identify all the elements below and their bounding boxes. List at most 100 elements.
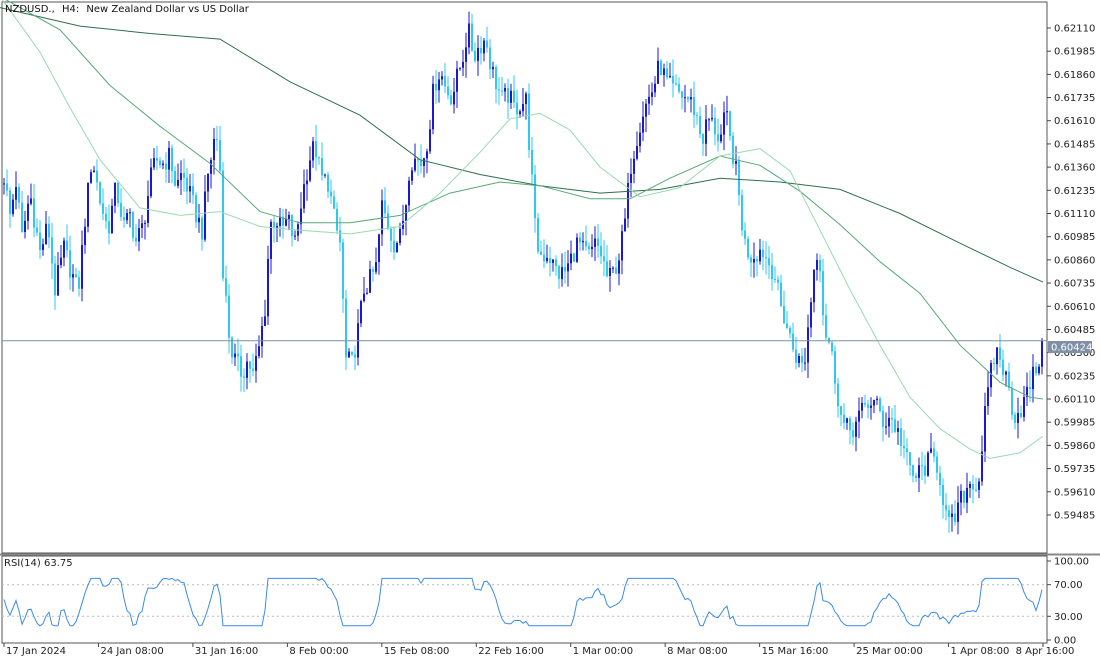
candle-body[interactable] (327, 174, 329, 192)
candle-body[interactable] (291, 214, 293, 237)
candle-body[interactable] (276, 225, 278, 229)
candle-body[interactable] (993, 363, 995, 365)
candle-body[interactable] (375, 262, 377, 272)
candle-body[interactable] (552, 259, 554, 263)
candle-body[interactable] (546, 257, 548, 262)
candle-body[interactable] (558, 266, 560, 280)
candle-body[interactable] (237, 353, 239, 357)
candle-body[interactable] (453, 91, 455, 105)
candle-body[interactable] (576, 237, 578, 262)
candle-body[interactable] (204, 191, 206, 240)
candle-body[interactable] (897, 428, 899, 432)
candle-body[interactable] (858, 410, 860, 422)
candle-body[interactable] (9, 190, 11, 214)
candle-body[interactable] (636, 146, 638, 159)
candle-body[interactable] (954, 513, 956, 522)
candle-body[interactable] (789, 327, 791, 334)
candle-body[interactable] (945, 505, 947, 511)
candle-body[interactable] (837, 383, 839, 407)
candle-body[interactable] (525, 93, 527, 105)
candle-body[interactable] (222, 170, 224, 279)
candle-body[interactable] (57, 265, 59, 296)
candle-body[interactable] (111, 205, 113, 234)
candle-body[interactable] (54, 263, 56, 296)
candle-body[interactable] (534, 174, 536, 219)
candle-body[interactable] (891, 417, 893, 420)
candle-body[interactable] (171, 147, 173, 172)
candle-body[interactable] (645, 103, 647, 117)
candle-body[interactable] (336, 208, 338, 231)
candle-body[interactable] (354, 354, 356, 358)
candle-body[interactable] (21, 202, 23, 232)
candle-body[interactable] (696, 115, 698, 117)
candle-body[interactable] (33, 198, 35, 228)
candle-body[interactable] (108, 221, 110, 234)
candle-body[interactable] (120, 202, 122, 218)
candle-body[interactable] (366, 292, 368, 294)
candle-body[interactable] (663, 68, 665, 75)
candle-body[interactable] (621, 231, 623, 261)
candle-body[interactable] (504, 87, 506, 92)
candle-body[interactable] (687, 97, 689, 100)
candle-body[interactable] (1029, 386, 1031, 390)
candle-body[interactable] (978, 481, 980, 490)
candle-body[interactable] (114, 182, 116, 206)
candle-body[interactable] (843, 414, 845, 423)
candle-body[interactable] (273, 221, 275, 229)
candle-body[interactable] (972, 484, 974, 490)
candle-body[interactable] (642, 116, 644, 133)
candle-body[interactable] (501, 90, 503, 92)
candle-body[interactable] (810, 302, 812, 328)
candle-body[interactable] (402, 221, 404, 229)
candle-body[interactable] (294, 235, 296, 237)
candle-body[interactable] (387, 213, 389, 229)
candle-body[interactable] (1002, 359, 1004, 375)
candle-body[interactable] (612, 267, 614, 269)
candle-body[interactable] (921, 465, 923, 467)
candle-body[interactable] (510, 90, 512, 103)
candle-body[interactable] (627, 182, 629, 219)
candle-body[interactable] (165, 163, 167, 170)
candle-body[interactable] (318, 157, 320, 159)
candle-body[interactable] (117, 182, 119, 203)
candle-body[interactable] (939, 472, 941, 485)
candle-body[interactable] (3, 183, 5, 185)
candle-body[interactable] (900, 428, 902, 446)
candle-body[interactable] (768, 258, 770, 266)
candle-body[interactable] (591, 246, 593, 250)
candle-body[interactable] (462, 61, 464, 68)
candle-body[interactable] (36, 227, 38, 233)
candle-body[interactable] (384, 200, 386, 214)
candle-body[interactable] (759, 249, 761, 262)
candle-body[interactable] (933, 448, 935, 457)
candle-body[interactable] (279, 216, 281, 226)
candle-body[interactable] (852, 430, 854, 437)
candle-body[interactable] (996, 347, 998, 365)
candle-body[interactable] (207, 173, 209, 192)
candle-body[interactable] (102, 203, 104, 214)
candle-body[interactable] (783, 305, 785, 324)
candle-body[interactable] (735, 161, 737, 164)
candle-body[interactable] (180, 173, 182, 180)
candle-body[interactable] (219, 140, 221, 171)
candle-body[interactable] (162, 163, 164, 166)
candle-body[interactable] (6, 183, 8, 191)
candle-body[interactable] (480, 47, 482, 54)
candle-body[interactable] (396, 242, 398, 253)
candle-body[interactable] (186, 177, 188, 192)
candle-body[interactable] (894, 419, 896, 432)
candle-body[interactable] (741, 195, 743, 231)
candle-body[interactable] (216, 138, 218, 141)
candle-body[interactable] (924, 465, 926, 476)
candle-body[interactable] (822, 271, 824, 316)
candle-body[interactable] (129, 212, 131, 214)
candle-body[interactable] (444, 76, 446, 87)
candle-body[interactable] (174, 171, 176, 186)
candle-body[interactable] (861, 402, 863, 411)
candle-body[interactable] (75, 274, 77, 278)
candle-body[interactable] (90, 172, 92, 183)
candle-body[interactable] (258, 346, 260, 357)
candle-body[interactable] (825, 315, 827, 338)
candle-body[interactable] (492, 66, 494, 70)
